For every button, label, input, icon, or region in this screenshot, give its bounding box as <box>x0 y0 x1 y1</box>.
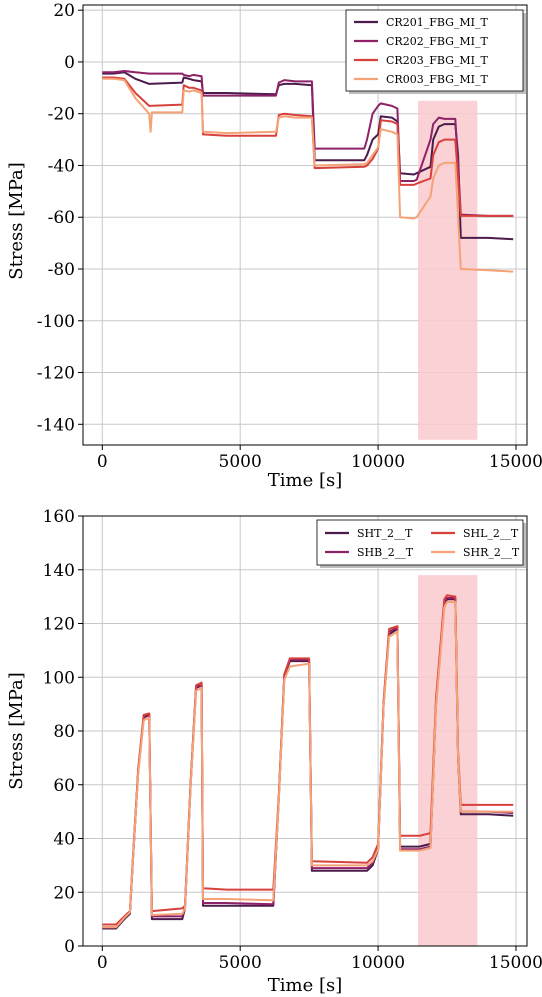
x-tick-label: 5000 <box>219 452 262 472</box>
x-tick-label: 5000 <box>219 953 262 973</box>
y-tick-label: 60 <box>53 776 75 796</box>
highlight-region <box>418 575 477 946</box>
x-tick-label: 15000 <box>489 953 542 973</box>
y-tick-label: 40 <box>53 830 75 850</box>
legend-label: SHB_2__T <box>357 546 414 559</box>
legend: CR201_FBG_MI_T CR202_FBG_MI_T CR203_FBG_MI… <box>346 10 526 94</box>
y-tick-label: 120 <box>43 615 75 635</box>
y-tick-label: -60 <box>48 208 75 228</box>
y-tick-label: 20 <box>53 1 75 21</box>
x-tick-label: 10000 <box>351 953 405 973</box>
y-tick-label: -140 <box>37 415 75 435</box>
legend-label: CR203_FBG_MI_T <box>386 54 489 67</box>
y-tick-label: -40 <box>48 156 75 176</box>
chart-panel-2: 0 5000 10000 15000 0 20 40 60 80 100 120 140 160 Time… <box>6 507 542 996</box>
y-tick-label: 100 <box>43 668 75 688</box>
chart-panel-1: 0 5000 10000 15000 20 0 -20 -40 -60 -80 -100 -120 -1… <box>6 1 542 491</box>
legend-label: SHR_2__T <box>463 546 520 559</box>
y-tick-label: -100 <box>37 312 75 332</box>
y-axis-label: Stress [MPa] <box>6 162 27 280</box>
y-tick-label: 20 <box>53 883 75 903</box>
y-tick-label: 0 <box>64 53 75 73</box>
x-axis-label: Time [s] <box>268 975 343 996</box>
x-tick-label: 0 <box>97 452 108 472</box>
x-axis-label: Time [s] <box>268 470 343 491</box>
legend-label: CR202_FBG_MI_T <box>386 35 489 48</box>
x-tick-label: 15000 <box>489 452 542 472</box>
x-tick-label: 10000 <box>351 452 405 472</box>
legend-label: CR201_FBG_MI_T <box>386 16 489 29</box>
y-axis-label: Stress [MPa] <box>6 672 27 790</box>
legend-label: SHT_2__T <box>357 527 413 540</box>
y-tick-label: 140 <box>43 561 75 581</box>
y-tick-label: -80 <box>48 260 75 280</box>
y-tick-label: 0 <box>64 937 75 957</box>
legend: SHT_2__T SHB_2__T SHL_2__T SHR_2__T <box>317 520 526 568</box>
y-tick-label: 160 <box>43 507 75 527</box>
y-tick-label: -120 <box>37 364 75 384</box>
y-tick-label: 80 <box>53 722 75 742</box>
legend-label: SHL_2__T <box>463 527 519 540</box>
y-tick-label: -20 <box>48 105 75 125</box>
legend-label: CR003_FBG_MI_T <box>386 73 489 86</box>
x-tick-label: 0 <box>97 953 108 973</box>
